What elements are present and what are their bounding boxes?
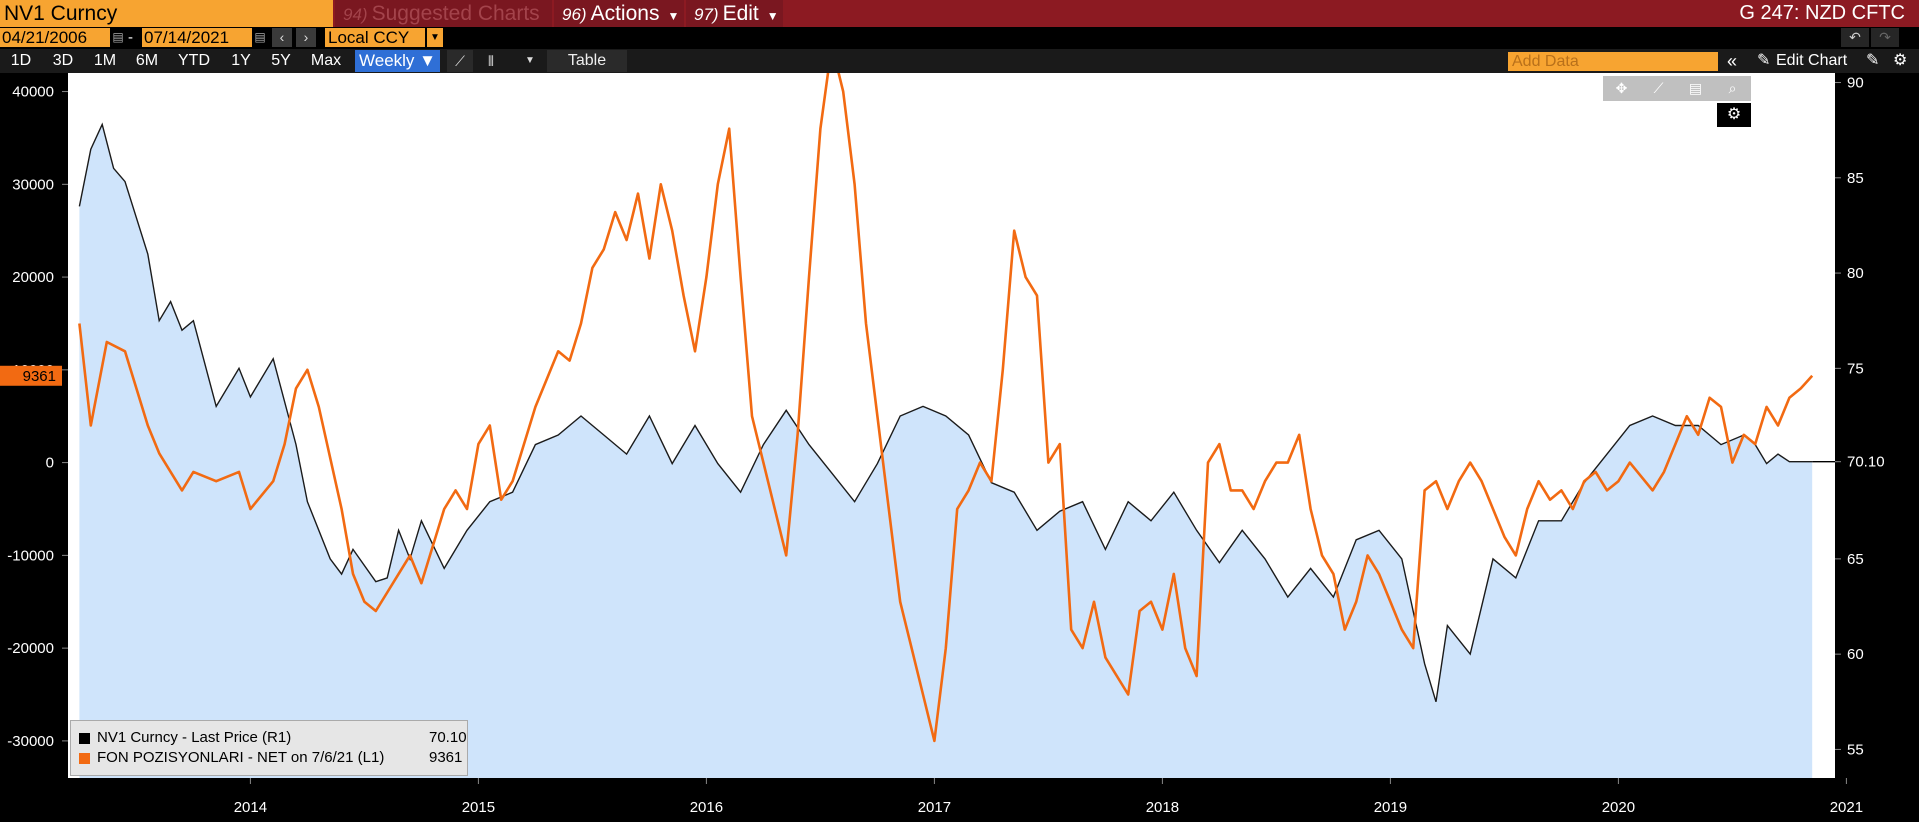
legend-swatch: [79, 753, 90, 764]
add-data-input[interactable]: Add Data: [1508, 52, 1718, 71]
right-axis-tick: 70.10: [1847, 454, 1885, 471]
right-axis-tick: 90: [1847, 75, 1864, 92]
edit-chart-button[interactable]: Edit Chart: [1776, 52, 1848, 69]
legend-swatch: [79, 733, 90, 744]
legend-label: FON POZISYONLARI - NET on 7/6/21 (L1): [97, 749, 385, 766]
legend-value: 70.10: [429, 729, 467, 746]
pencil-icon: ✎: [1757, 52, 1771, 69]
net-position-line: [78, 73, 1814, 743]
menu-number: 96): [562, 5, 587, 24]
left-axis-tick: -30000: [7, 733, 54, 750]
date-separator: -: [128, 29, 133, 46]
legend-entry: FON POZISYONLARI - NET on 7/6/21 (L1) 93…: [79, 748, 463, 768]
price-area: [79, 124, 1813, 778]
start-date-field[interactable]: 04/21/2006: [0, 28, 110, 47]
legend-entry: NV1 Curncy - Last Price (R1) 70.10: [79, 728, 467, 748]
x-axis-tick: 2018: [1146, 799, 1179, 816]
right-axis-tick: 80: [1847, 265, 1864, 282]
right-axis-tick: 60: [1847, 646, 1864, 663]
menu-label: Suggested Charts: [371, 2, 540, 25]
chart-settings-icon[interactable]: ⚙: [1717, 103, 1751, 127]
chart-legend: NV1 Curncy - Last Price (R1) 70.10 FON P…: [70, 720, 468, 776]
right-axis-tick: 85: [1847, 170, 1864, 187]
actions-menu[interactable]: 96) Actions ▼: [554, 0, 684, 27]
range-3d[interactable]: 3D: [52, 52, 74, 69]
date-bar: [0, 27, 1919, 49]
zoom-icon[interactable]: ⌕: [1728, 80, 1737, 96]
x-axis-tick: 2014: [234, 799, 267, 816]
left-axis-tick: -20000: [7, 640, 54, 657]
left-axis-tick: -10000: [7, 547, 54, 564]
bar-chart-icon[interactable]: ⦀: [487, 53, 495, 69]
edit-menu[interactable]: 97) Edit ▼: [686, 0, 783, 27]
legend-label: NV1 Curncy - Last Price (R1): [97, 729, 292, 746]
draw-line-icon[interactable]: ⟋: [1653, 80, 1664, 96]
price-line: [78, 122, 1813, 703]
range-ytd[interactable]: YTD: [178, 52, 210, 69]
range-max[interactable]: Max: [310, 52, 342, 69]
caret-down-icon: ▼: [766, 9, 779, 23]
x-axis-tick: 2016: [690, 799, 723, 816]
menu-number: 97): [694, 5, 719, 24]
chart-type-dropdown-icon[interactable]: ▼: [525, 55, 535, 66]
undo-icon[interactable]: ↶: [1841, 28, 1869, 47]
suggested-charts-menu[interactable]: 94) Suggested Charts: [335, 0, 552, 27]
x-axis-tick: 2020: [1602, 799, 1635, 816]
next-period-button[interactable]: ›: [296, 28, 316, 47]
left-last-value-bg: [0, 365, 62, 386]
right-axis-tick: 55: [1847, 741, 1864, 758]
x-axis-tick: 2019: [1374, 799, 1407, 816]
left-axis-tick: 20000: [12, 269, 54, 286]
annotation-icon[interactable]: ▤: [1688, 80, 1703, 96]
left-axis-tick: 0: [46, 455, 54, 472]
gear-icon[interactable]: ⚙: [1893, 52, 1908, 69]
range-1m[interactable]: 1M: [93, 52, 117, 69]
end-date-field[interactable]: 07/14/2021: [142, 28, 252, 47]
redo-icon[interactable]: ↷: [1871, 28, 1899, 47]
range-6m[interactable]: 6M: [135, 52, 159, 69]
x-axis-tick: 2017: [918, 799, 951, 816]
left-last-value: 9361: [23, 368, 56, 385]
range-1y[interactable]: 1Y: [231, 52, 251, 69]
edit-icon[interactable]: ✎: [1866, 52, 1880, 69]
crosshair-icon[interactable]: ✥: [1615, 80, 1628, 96]
table-button[interactable]: Table: [547, 50, 627, 72]
currency-dropdown-icon[interactable]: ▼: [427, 28, 443, 47]
left-axis-tick: 30000: [12, 176, 54, 193]
right-axis-tick: 65: [1847, 551, 1864, 568]
x-axis-tick: 2021: [1830, 799, 1863, 816]
menu-label: Actions: [590, 2, 660, 25]
left-axis-tick: 40000: [12, 84, 54, 101]
frequency-select[interactable]: Weekly ▼: [355, 50, 440, 72]
legend-value: 9361: [429, 749, 463, 766]
range-5y[interactable]: 5Y: [271, 52, 291, 69]
calendar-icon[interactable]: ▤: [112, 30, 124, 44]
calendar-icon[interactable]: ▤: [254, 30, 266, 44]
chart-tools: ✥ ⟋ ▤ ⌕: [1603, 76, 1751, 101]
line-chart-icon[interactable]: ⟋: [447, 50, 473, 72]
menu-label: Edit: [722, 2, 759, 25]
prev-period-button[interactable]: ‹: [272, 28, 292, 47]
collapse-icon[interactable]: «: [1727, 51, 1738, 71]
currency-select[interactable]: Local CCY: [325, 28, 425, 47]
range-1d[interactable]: 1D: [10, 52, 32, 69]
menu-number: 94): [343, 5, 368, 24]
security-title: G 247: NZD CFTC: [1739, 2, 1905, 24]
caret-down-icon: ▼: [667, 9, 680, 23]
right-axis-tick: 75: [1847, 360, 1864, 377]
ticker-field[interactable]: NV1 Curncy: [0, 0, 333, 27]
x-axis-tick: 2015: [462, 799, 495, 816]
price-chart[interactable]: 400003000020000100000-10000-20000-300009…: [0, 73, 1919, 822]
